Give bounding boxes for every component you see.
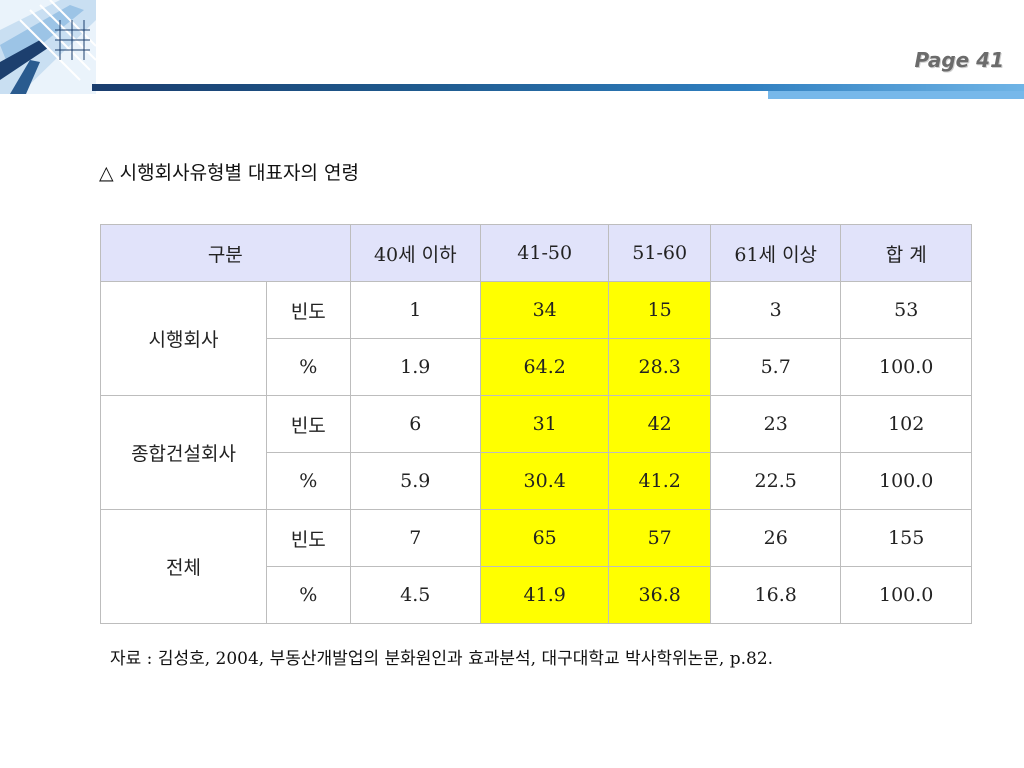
row-label: 빈도 <box>266 395 351 453</box>
header-cell-category: 구분 <box>100 224 351 282</box>
table-cell: 1.9 <box>349 338 481 396</box>
header-cell-51-60: 51-60 <box>608 224 711 282</box>
table-cell-highlighted: 42 <box>608 395 711 453</box>
table-cell: 16.8 <box>709 566 842 624</box>
table-row: 전체 빈도 7 65 57 26 155 <box>99 509 972 624</box>
table-cell: 155 <box>840 509 972 567</box>
table-cell-highlighted: 36.8 <box>608 566 711 624</box>
group-label: 전체 <box>99 509 268 624</box>
table-cell: 5.7 <box>709 338 842 396</box>
table-cell: 100.0 <box>840 338 972 396</box>
header-cell-over-61: 61세 이상 <box>709 224 842 282</box>
table-cell: 100.0 <box>840 566 972 624</box>
table-cell: 102 <box>840 395 972 453</box>
row-label: % <box>266 566 351 624</box>
table-cell: 100.0 <box>840 452 972 510</box>
table-title: △ 시행회사유형별 대표자의 연령 <box>99 162 359 184</box>
table-cell: 26 <box>709 509 842 567</box>
table-cell-highlighted: 57 <box>608 509 711 567</box>
table-cell-highlighted: 41.2 <box>608 452 711 510</box>
row-label: 빈도 <box>266 509 351 567</box>
table-row: % 1.9 64.2 28.3 5.7 100.0 <box>101 338 972 396</box>
header-cell-total: 합 계 <box>840 224 972 282</box>
table-cell: 6 <box>349 395 481 453</box>
table-cell-highlighted: 15 <box>608 281 711 339</box>
header-cell-41-50: 41-50 <box>479 224 610 282</box>
table-cell: 5.9 <box>349 452 481 510</box>
table-cell-highlighted: 31 <box>479 395 610 453</box>
table-cell-highlighted: 65 <box>479 509 610 567</box>
table-cell-highlighted: 41.9 <box>479 566 610 624</box>
table-cell-highlighted: 34 <box>479 281 610 339</box>
table-cell-highlighted: 28.3 <box>608 338 711 396</box>
table-cell-highlighted: 64.2 <box>479 338 610 396</box>
table-header-row: 구분 40세 이하 41-50 51-60 61세 이상 합 계 <box>100 224 972 282</box>
table-row: 종합건설회사 빈도 6 31 42 23 102 <box>99 395 972 510</box>
table-cell-highlighted: 30.4 <box>479 452 610 510</box>
header-bar <box>92 84 1024 91</box>
header-cell-under-40: 40세 이하 <box>349 224 481 282</box>
group-label: 종합건설회사 <box>99 395 268 510</box>
table-cell: 1 <box>349 281 481 339</box>
table-cell: 53 <box>840 281 972 339</box>
table-cell: 23 <box>709 395 842 453</box>
row-label: % <box>266 452 351 510</box>
row-label: % <box>266 338 351 396</box>
table-cell: 3 <box>709 281 842 339</box>
table-cell: 4.5 <box>349 566 481 624</box>
page-number: Page 41 <box>914 48 1004 72</box>
table-cell: 7 <box>349 509 481 567</box>
age-distribution-table: 구분 40세 이하 41-50 51-60 61세 이상 합 계 시행회사 빈도… <box>99 224 972 624</box>
header-bar-accent <box>768 91 1024 99</box>
table-row: % 5.9 30.4 41.2 22.5 100.0 <box>101 452 972 510</box>
table-row: % 4.5 41.9 36.8 16.8 100.0 <box>101 566 972 624</box>
table-row: 시행회사 빈도 1 34 15 3 53 <box>99 281 972 396</box>
row-label: 빈도 <box>266 281 351 339</box>
source-citation: 자료 : 김성호, 2004, 부동산개발업의 분화원인과 효과분석, 대구대학… <box>110 649 774 669</box>
table-cell: 22.5 <box>709 452 842 510</box>
header-logo-graphic <box>0 0 96 94</box>
group-label: 시행회사 <box>99 281 268 396</box>
